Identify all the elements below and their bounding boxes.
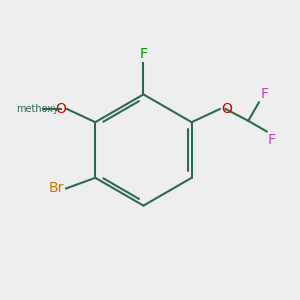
Text: O: O: [221, 102, 232, 116]
Text: methoxy: methoxy: [16, 104, 58, 114]
Text: F: F: [260, 87, 268, 101]
Text: Br: Br: [49, 182, 64, 195]
Text: F: F: [140, 47, 148, 61]
Text: F: F: [268, 133, 276, 147]
Text: O: O: [55, 102, 66, 116]
